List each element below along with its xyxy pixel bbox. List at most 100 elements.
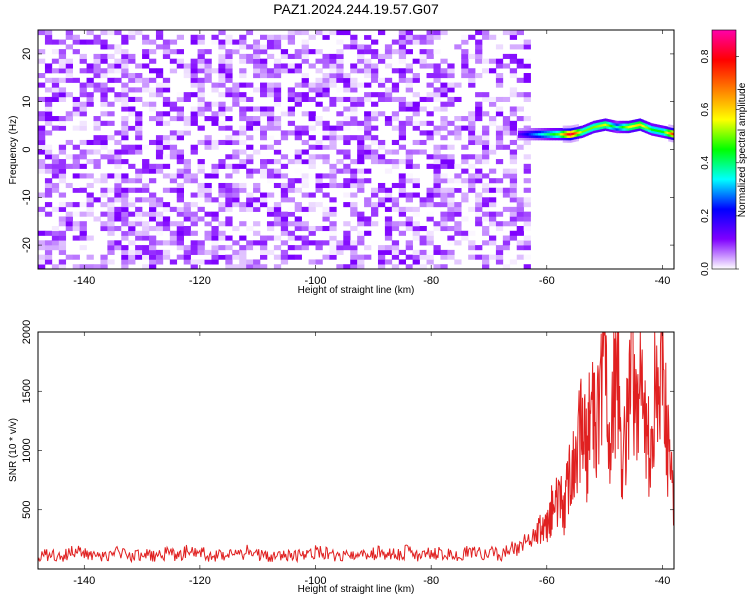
heatmap-cell: [38, 125, 46, 131]
signal-cell: [564, 125, 566, 129]
heatmap-cell: [121, 197, 129, 203]
heatmap-cell: [114, 216, 122, 222]
heatmap-cell: [142, 168, 150, 174]
heatmap-cell: [516, 202, 524, 208]
heatmap-cell: [509, 245, 518, 251]
heatmap-cell: [246, 225, 254, 232]
heatmap-cell: [287, 211, 296, 217]
heatmap-cell: [495, 259, 504, 265]
heatmap-cell: [377, 259, 386, 265]
heatmap-cell: [162, 187, 171, 193]
heatmap-cell: [72, 34, 80, 40]
signal-cell: [561, 127, 564, 131]
heatmap-cell: [273, 68, 282, 74]
signal-cell: [593, 123, 595, 126]
heatmap-cell: [433, 49, 441, 55]
signal-cell: [617, 125, 620, 129]
heatmap-cell: [488, 211, 497, 217]
heatmap-cell: [343, 87, 351, 93]
signal-cell: [575, 129, 578, 132]
heatmap-cell: [128, 111, 136, 117]
heatmap-cell: [447, 192, 455, 198]
heatmap-cell: [128, 144, 136, 150]
heatmap-cell: [72, 264, 80, 270]
signal-cell: [645, 123, 647, 126]
signal-cell: [562, 139, 565, 143]
heatmap-cell: [482, 30, 490, 36]
heatmap-cell: [301, 49, 309, 55]
signal-cell: [582, 129, 585, 133]
heatmap-cell: [190, 245, 198, 251]
heatmap-cell: [433, 73, 441, 79]
heatmap-cell: [44, 96, 53, 102]
heatmap-cell: [79, 53, 87, 59]
heatmap-cell: [454, 240, 462, 246]
heatmap-cell: [482, 159, 490, 165]
heatmap-cell: [447, 216, 455, 222]
signal-cell: [598, 119, 601, 123]
heatmap-cell: [204, 58, 212, 64]
heatmap-cell: [51, 206, 60, 212]
heatmap-cell: [246, 82, 254, 88]
signal-cell: [555, 127, 559, 131]
heatmap-cell: [246, 44, 254, 50]
heatmap-cell: [433, 187, 441, 193]
signal-cell: [660, 134, 663, 138]
signal-cell: [642, 129, 645, 132]
heatmap-cell: [419, 254, 427, 260]
heatmap-cell: [38, 149, 46, 155]
signal-cell: [668, 136, 671, 140]
heatmap-cell: [135, 96, 143, 102]
heatmap-cell: [419, 49, 427, 55]
heatmap-cell: [211, 245, 219, 251]
signal-cell: [613, 120, 616, 124]
heatmap-cell: [176, 63, 185, 69]
heatmap-cell: [121, 159, 129, 165]
signal-cell: [619, 127, 621, 131]
heatmap-cell: [447, 68, 455, 74]
heatmap-cell: [405, 116, 413, 122]
heatmap-cell: [162, 87, 171, 93]
heatmap-cell: [107, 206, 115, 212]
heatmap-cell: [135, 63, 143, 69]
heatmap-cell: [322, 130, 330, 136]
heatmap-cell: [273, 264, 282, 270]
heatmap-cell: [454, 163, 462, 169]
heatmap-cell: [468, 154, 476, 160]
heatmap-cell: [142, 182, 150, 189]
heatmap-cell: [107, 87, 115, 93]
heatmap-cell: [260, 111, 268, 117]
heatmap-cell: [211, 163, 219, 169]
heatmap-cell: [65, 92, 73, 98]
signal-cell: [580, 133, 582, 136]
heatmap-cell: [287, 187, 296, 193]
signal-cell: [549, 137, 553, 141]
heatmap-cell: [44, 192, 53, 198]
signal-cell: [581, 125, 584, 129]
heatmap-cell: [294, 63, 302, 69]
heatmap-cell: [225, 92, 233, 98]
heatmap-cell: [121, 120, 129, 126]
heatmap-cell: [294, 53, 302, 59]
heatmap-cell: [412, 120, 420, 126]
heatmap-cell: [308, 49, 316, 55]
heatmap-cell: [197, 49, 205, 55]
heatmap-cell: [51, 39, 60, 45]
heatmap-cell: [454, 206, 462, 212]
heatmap-cell: [482, 139, 490, 146]
signal-cell: [588, 122, 591, 126]
signal-cell: [600, 119, 603, 123]
heatmap-cell: [419, 34, 427, 40]
signal-cell: [522, 135, 525, 138]
heatmap-cell: [58, 120, 67, 126]
heatmap-cell: [405, 216, 413, 222]
heatmap-cell: [329, 30, 337, 36]
heatmap-cell: [350, 245, 358, 251]
heatmap-cell: [273, 87, 282, 93]
heatmap-cell: [447, 211, 455, 217]
heatmap-cell: [246, 30, 254, 36]
heatmap-cell: [79, 235, 87, 241]
signal-cell: [669, 131, 672, 135]
heatmap-cell: [475, 192, 483, 198]
signal-cell: [584, 133, 587, 137]
